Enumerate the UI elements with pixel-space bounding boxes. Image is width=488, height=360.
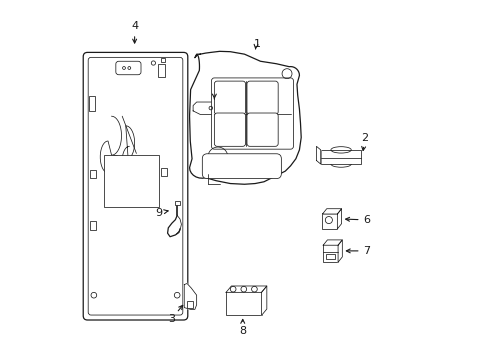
Text: 7: 7 — [363, 246, 369, 256]
FancyBboxPatch shape — [214, 81, 245, 114]
Bar — [322, 214, 337, 229]
FancyBboxPatch shape — [214, 113, 245, 146]
Text: 5: 5 — [210, 88, 218, 98]
Bar — [88, 96, 95, 111]
FancyBboxPatch shape — [211, 78, 293, 149]
Bar — [174, 201, 179, 205]
FancyBboxPatch shape — [116, 61, 141, 75]
Bar — [323, 245, 337, 262]
Text: 4: 4 — [131, 21, 138, 31]
Bar — [90, 221, 96, 230]
Bar — [90, 170, 96, 178]
Polygon shape — [261, 286, 266, 315]
Text: 3: 3 — [168, 314, 175, 324]
Polygon shape — [193, 102, 235, 114]
FancyBboxPatch shape — [202, 154, 281, 179]
Bar — [104, 155, 159, 207]
Text: 8: 8 — [239, 326, 246, 336]
FancyBboxPatch shape — [83, 53, 187, 320]
Polygon shape — [337, 209, 341, 229]
Polygon shape — [184, 283, 196, 309]
Bar — [157, 64, 165, 77]
Polygon shape — [316, 146, 320, 164]
Bar — [161, 58, 165, 62]
Polygon shape — [189, 51, 301, 184]
Polygon shape — [337, 240, 342, 262]
Text: 1: 1 — [253, 39, 260, 49]
Text: 2: 2 — [361, 133, 368, 143]
Bar — [187, 301, 192, 307]
Bar — [225, 292, 261, 315]
FancyBboxPatch shape — [246, 113, 278, 146]
Text: 9: 9 — [155, 208, 162, 217]
Bar — [320, 150, 361, 164]
Polygon shape — [322, 209, 341, 214]
FancyBboxPatch shape — [246, 81, 278, 114]
Bar — [325, 254, 334, 260]
Text: 6: 6 — [363, 215, 369, 225]
Polygon shape — [323, 240, 342, 245]
Bar — [161, 168, 166, 176]
Polygon shape — [225, 286, 266, 292]
